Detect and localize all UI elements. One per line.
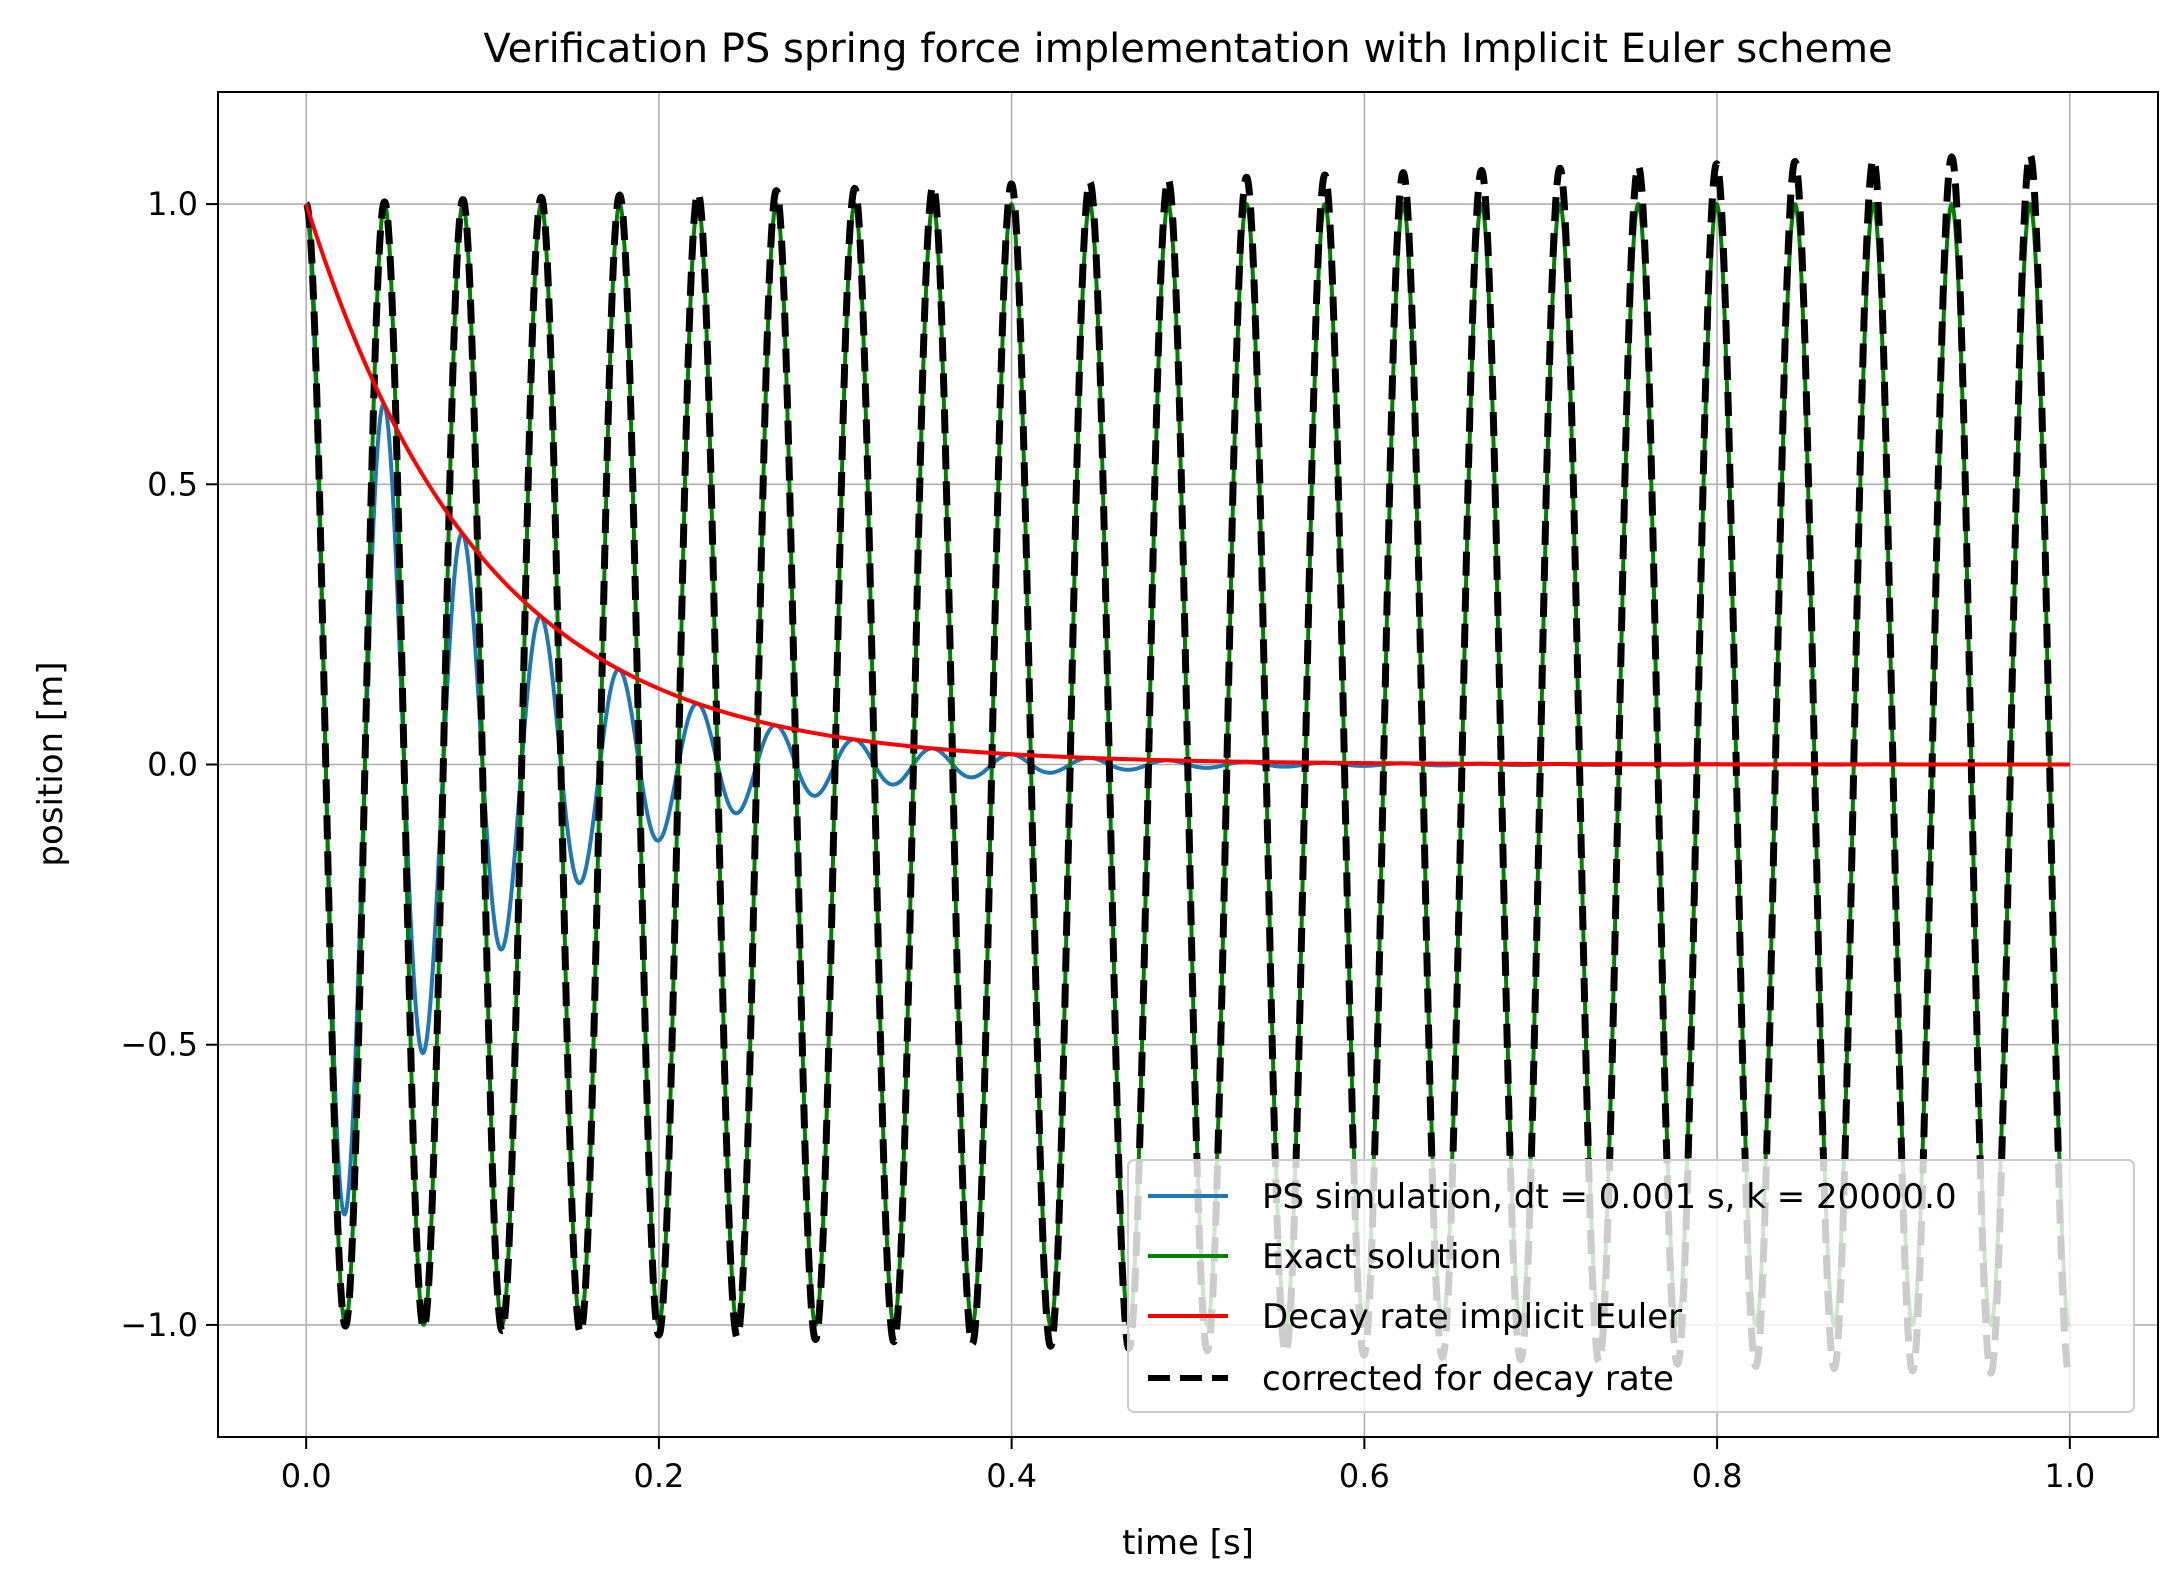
y-tick-label: 0.5	[147, 465, 198, 503]
chart-title: Verification PS spring force implementat…	[483, 26, 1892, 72]
x-tick-label: 0.0	[281, 1457, 332, 1495]
x-tick-label: 0.8	[1692, 1457, 1743, 1495]
ticks: 0.0 0.2 0.4 0.6 0.8 1.0 −1.0 −0.5 0.0 0.5 1.0	[120, 185, 2095, 1495]
y-tick-label: −0.5	[120, 1026, 198, 1064]
legend-label-decay: Decay rate implicit Euler	[1262, 1297, 1682, 1337]
y-tick-label: −1.0	[120, 1306, 198, 1344]
legend-label-corrected: corrected for decay rate	[1262, 1359, 1674, 1399]
plot-area	[303, 151, 2073, 1379]
y-tick-label: 0.0	[147, 746, 198, 784]
legend-label-ps-simulation: PS simulation, dt = 0.001 s, k = 20000.0	[1262, 1177, 1957, 1217]
y-axis-label: position [m]	[31, 661, 71, 866]
series-line-corrected	[303, 151, 2073, 1379]
legend-box	[1127, 1159, 2135, 1413]
x-tick-label: 0.4	[986, 1457, 1037, 1495]
x-tick-label: 0.2	[633, 1457, 684, 1495]
y-tick-label: 1.0	[147, 185, 198, 223]
x-tick-label: 1.0	[2044, 1457, 2095, 1495]
x-axis-label: time [s]	[1122, 1523, 1254, 1563]
legend-label-exact: Exact solution	[1262, 1237, 1502, 1277]
grid	[218, 92, 2158, 1437]
legend: PS simulation, dt = 0.001 s, k = 20000.0…	[1127, 1159, 2135, 1413]
x-tick-label: 0.6	[1339, 1457, 1390, 1495]
series-line-decay	[304, 203, 2072, 767]
series-layer	[303, 151, 2073, 1379]
